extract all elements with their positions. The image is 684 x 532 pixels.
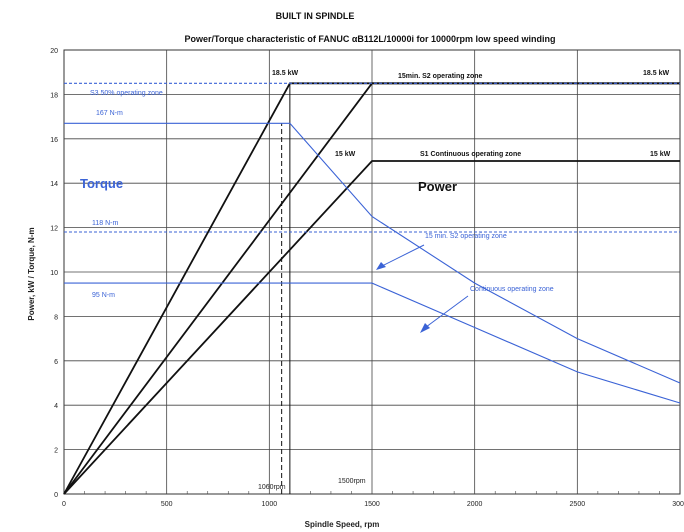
y-tick-label: 2 (54, 448, 58, 455)
label-s3-zone: S3 50% operating zone (90, 90, 163, 97)
x-tick-label: 2000 (467, 501, 483, 508)
arrow-continuous-head (420, 323, 430, 333)
x-tick-label: 1500 (364, 501, 380, 508)
x-tick-label: 2500 (570, 501, 586, 508)
arrow-continuous (421, 295, 469, 331)
series-line-2 (63, 160, 680, 495)
reference-lines (281, 83, 291, 494)
label-rpm-1500: 1500rpm (338, 478, 366, 485)
label-power-18-5-right: 18.5 kW (643, 70, 669, 77)
x-tick-label: 1000 (262, 501, 278, 508)
label-power: Power (418, 179, 457, 194)
label-power-15-left: 15 kW (335, 151, 356, 158)
x-tick-label: 500 (161, 501, 173, 508)
label-continuous-zone: Continuous operating zone (470, 286, 554, 293)
label-torque: Torque (80, 176, 123, 191)
y-axis-label: Power, kW / Torque, N-m (27, 227, 36, 320)
y-tick-label: 0 (54, 492, 58, 499)
y-tick-label: 4 (54, 403, 58, 410)
label-s2-zone: 15min. S2 operating zone (398, 73, 483, 80)
y-tick-label: 10 (50, 270, 58, 277)
y-tick-label: 20 (50, 48, 58, 55)
arrow-15min (377, 244, 425, 269)
label-power-15-right: 15 kW (650, 151, 671, 158)
label-torque-118: 118 N-m (92, 220, 118, 227)
y-tick-label: 14 (50, 181, 58, 188)
label-rpm-1060: 1060rpm (258, 484, 286, 491)
label-power-18-5-left: 18.5 kW (272, 70, 298, 77)
series-layer (63, 82, 681, 495)
chart-subtitle: Power/Torque characteristic of FANUC αB1… (185, 34, 556, 44)
label-torque-167: 167 N-m (96, 110, 123, 117)
label-torque-95: 95 N-m (92, 292, 115, 299)
series-line-3 (64, 122, 681, 384)
x-tick-label: 0 (62, 501, 66, 508)
y-tick-label: 16 (50, 137, 58, 144)
label-s1-zone: S1 Continuous operating zone (420, 151, 521, 158)
arrow-15min-head (376, 262, 386, 270)
label-15min-zone: 15 min. S2 operating zone (425, 233, 507, 240)
y-tick-label: 8 (54, 314, 58, 321)
series-line-4 (64, 282, 681, 404)
y-tick-label: 12 (50, 226, 58, 233)
grid (63, 49, 681, 495)
y-tick-label: 18 (50, 92, 58, 99)
chart-title: BUILT IN SPINDLE (276, 11, 355, 21)
x-axis-label: Spindle Speed, rpm (305, 520, 380, 529)
y-tick-label: 6 (54, 359, 58, 366)
